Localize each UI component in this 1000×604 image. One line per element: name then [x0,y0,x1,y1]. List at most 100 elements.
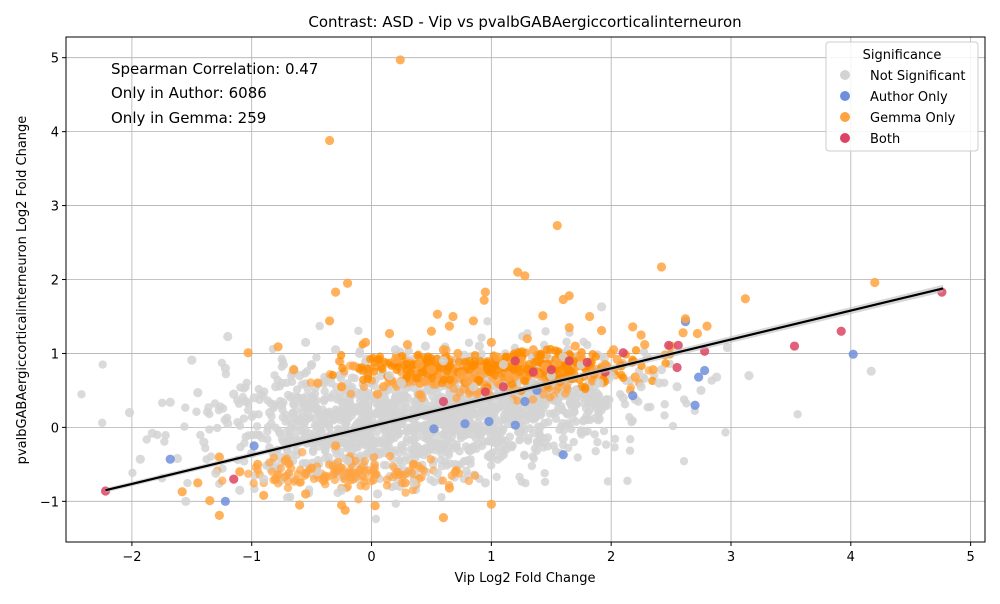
point-not-significant [396,378,407,388]
point-not-significant [654,378,664,388]
point-gemma-only [420,376,431,387]
point-gemma-only [522,334,532,344]
cloud-point [413,442,422,451]
cloud-point [721,428,730,437]
cloud-point [257,433,267,443]
cloud-point [336,406,346,415]
point-not-significant [480,478,490,488]
point-gemma-only [538,311,548,321]
cloud-point [364,391,373,401]
cloud-point [299,420,309,429]
point-gemma-only [243,348,253,358]
point-not-significant [408,478,419,488]
point-gemma-only [702,321,712,331]
x-tick-label: −1 [242,550,261,565]
cloud-point [438,476,448,485]
point-both [618,348,628,358]
point-gemma-only [414,359,425,370]
legend-entry-gemma-only: Gemma Only [840,111,956,126]
cloud-point [477,349,486,359]
cloud-point [384,428,394,437]
x-tick-label: 4 [847,550,855,565]
cloud-point [394,428,404,437]
cloud-point [470,471,480,480]
point-not-significant [211,468,221,478]
cloud-point [529,454,539,463]
cloud-point [428,391,437,401]
point-author-only [628,391,638,401]
cloud-point [601,440,611,449]
point-gemma-only [596,325,607,336]
cloud-point [295,478,305,487]
point-gemma-only [479,295,489,305]
point-gemma-only [513,267,523,277]
point-gemma-only [462,376,472,387]
cloud-point [354,495,363,504]
point-gemma-only [740,294,750,304]
cloud-point [394,448,404,457]
point-not-significant [259,474,269,484]
cloud-point [558,440,568,450]
cloud-point [183,478,192,488]
cloud-point [398,351,407,361]
point-gemma-only [648,365,658,375]
point-not-significant [696,385,706,396]
cloud-point [541,400,550,410]
cloud-point [449,426,459,435]
cloud-point [534,398,544,407]
cloud-point [373,355,383,364]
point-gemma-only [273,342,283,352]
cloud-point [485,437,494,446]
annotation-author-only: Only in Author: 6086 [111,84,267,102]
cloud-point [285,425,294,435]
cloud-point [286,432,295,441]
point-gemma-only [313,378,323,388]
cloud-point [277,362,287,372]
cloud-point [476,402,485,411]
cloud-point [483,452,493,461]
point-not-significant [223,419,233,429]
cloud-point [540,418,549,428]
cloud-point [315,425,325,434]
cloud-point [535,430,544,439]
point-not-significant [516,426,526,436]
cloud-point [302,367,312,376]
point-gemma-only [504,372,514,382]
cloud-point [590,430,599,439]
cloud-point [588,349,597,359]
point-not-significant [193,388,203,398]
point-gemma-only [378,382,389,392]
point-not-significant [462,456,472,466]
point-gemma-only [628,322,638,332]
point-not-significant [596,302,607,312]
cloud-point [292,414,301,423]
point-gemma-only [870,277,880,288]
point-gemma-only [486,499,496,509]
cloud-point [448,412,457,421]
cloud-point [235,421,245,431]
cloud-point [287,392,297,401]
cloud-point [388,462,398,471]
cloud-point [359,382,369,392]
data-points [77,55,947,524]
cloud-point [239,414,249,423]
cloud-point [595,414,604,424]
point-author-only [510,420,520,430]
point-both [528,367,538,377]
cloud-point [508,363,517,372]
cloud-point [276,464,285,473]
cloud-point [391,499,400,508]
cloud-point [386,435,396,444]
point-not-significant [372,489,383,499]
cloud-point [517,347,527,356]
point-both [438,396,449,407]
cloud-point [539,390,548,399]
legend-entry-not-significant: Not Significant [840,69,966,84]
y-axis-ticks: −1 0 1 2 3 4 5 [40,52,66,510]
cloud-point [483,317,492,326]
cloud-point [507,379,517,389]
cloud-point [381,461,391,470]
cloud-point [347,373,357,382]
point-gemma-only [395,55,405,65]
